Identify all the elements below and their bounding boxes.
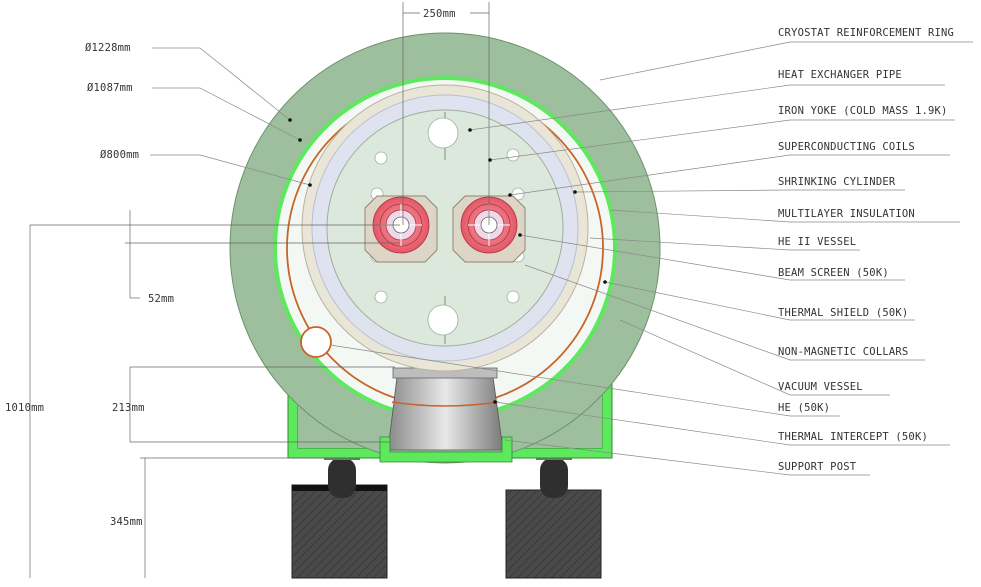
label-thermal-shield: THERMAL SHIELD (50K) (778, 307, 908, 319)
dim-1228mm: Ø1228mm (85, 42, 131, 54)
label-iron-yoke: IRON YOKE (COLD MASS 1.9K) (778, 105, 948, 117)
label-vacuum-vessel: VACUUM VESSEL (778, 381, 863, 393)
label-beam-screen: BEAM SCREEN (50K) (778, 267, 889, 279)
support-foot-right (505, 489, 602, 579)
thermal-intercept-band (391, 401, 499, 407)
support-post (387, 376, 504, 451)
dim-1087mm: Ø1087mm (87, 82, 133, 94)
label-shrinking-cylinder: SHRINKING CYLINDER (778, 176, 896, 188)
label-collars: NON-MAGNETIC COLLARS (778, 346, 908, 358)
label-cryostat-ring: CRYOSTAT REINFORCEMENT RING (778, 27, 954, 39)
label-thermal-intercept: THERMAL INTERCEPT (50K) (778, 431, 928, 443)
dim-1010mm: 1010mm (5, 402, 44, 414)
label-he-50k: HE (50K) (778, 402, 830, 414)
leader-dots (288, 118, 607, 404)
label-he-ii-vessel: HE II VESSEL (778, 236, 856, 248)
coil-left (372, 196, 430, 254)
yoke-holes (370, 117, 525, 336)
dim-345mm: 345mm (110, 516, 143, 528)
label-multilayer-insulation: MULTILAYER INSULATION (778, 208, 915, 220)
label-leaders (329, 41, 973, 476)
support-foot-left (291, 484, 388, 579)
dimension-lines (29, 2, 490, 578)
dim-800mm: Ø800mm (100, 149, 139, 161)
dim-52mm: 52mm (148, 293, 174, 305)
label-support-post: SUPPORT POST (778, 461, 857, 473)
he-50k-pipe (300, 326, 332, 358)
iron-yoke (326, 109, 564, 347)
dim-250mm: 250mm (423, 8, 456, 20)
label-sc-coils: SUPERCONDUCTING COILS (778, 141, 915, 153)
label-heat-exchanger: HEAT EXCHANGER PIPE (778, 69, 902, 81)
dim-213mm: 213mm (112, 402, 145, 414)
